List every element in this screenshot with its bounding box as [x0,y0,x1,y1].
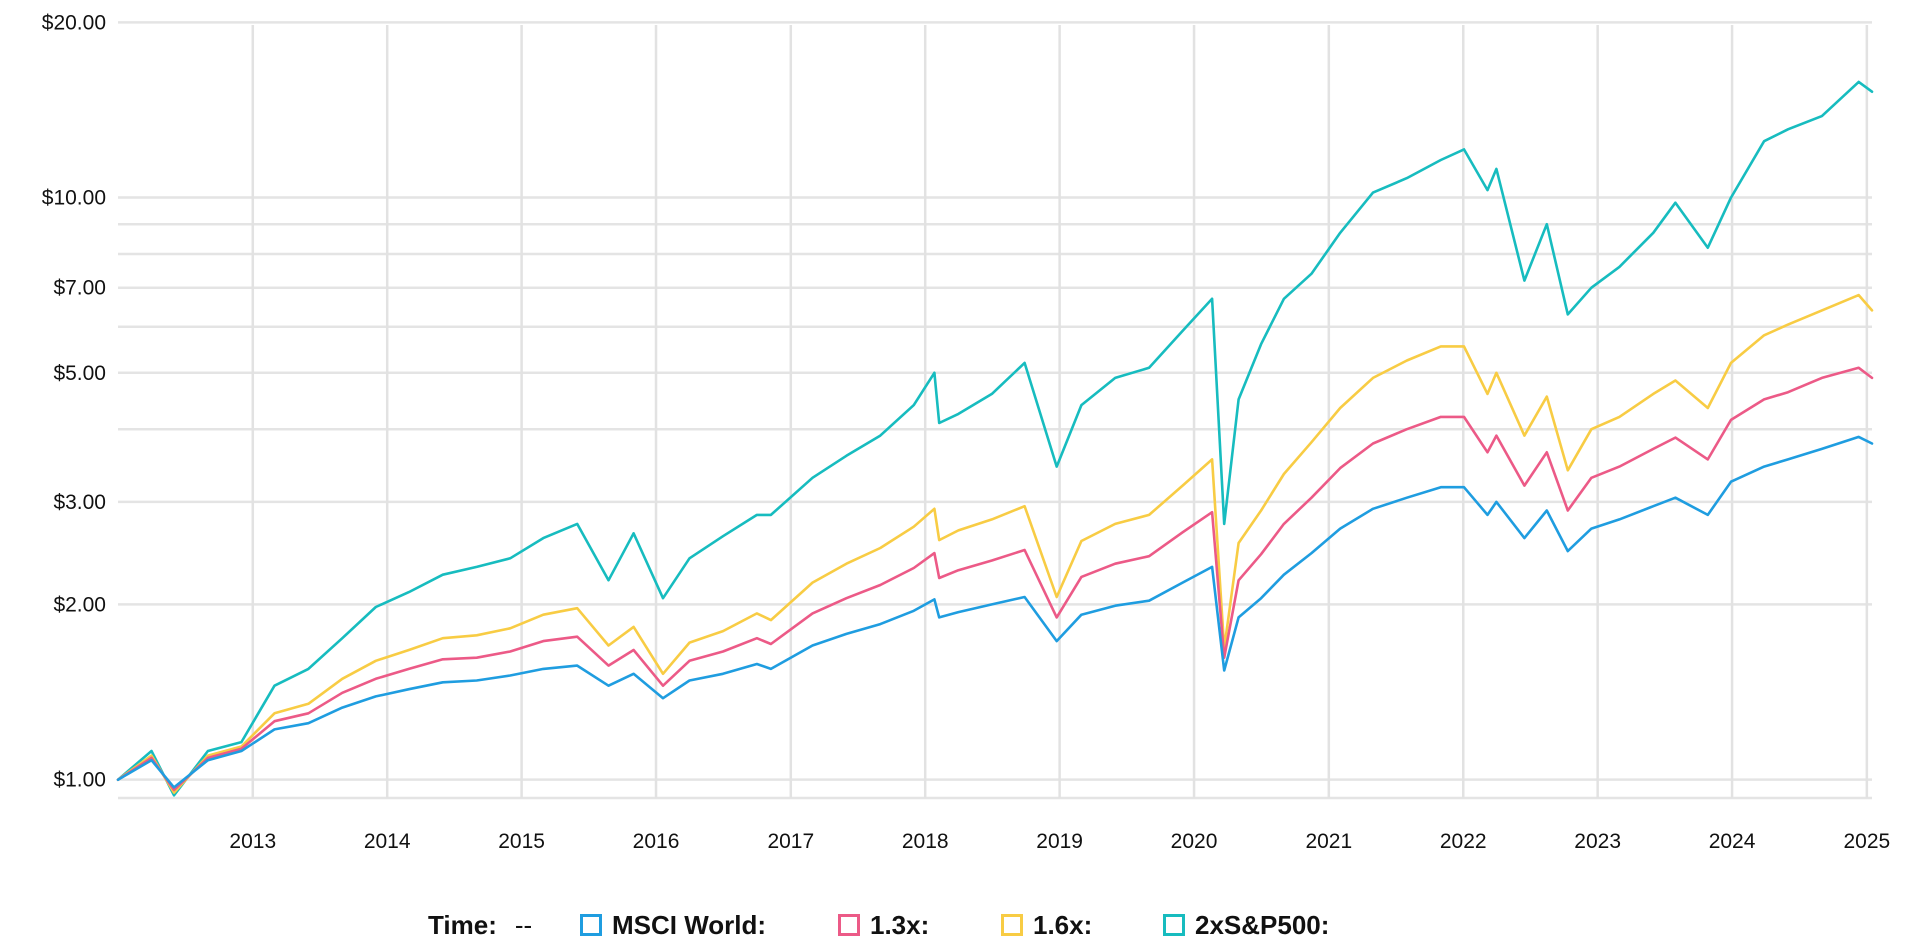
legend-item-1-3x[interactable]: 1.3x: [838,905,929,945]
x-tick-label: 2019 [1036,830,1083,853]
series-line-0 [116,435,1874,789]
x-tick-label: 2024 [1709,830,1756,853]
x-tick-label: 2023 [1574,830,1621,853]
legend-label-1-3x: 1.3x: [870,909,930,940]
x-tick-label: 2025 [1843,830,1890,853]
y-tick-label: $20.00 [42,11,106,34]
y-tick-label: $7.00 [53,277,106,300]
legend-item-1-6x[interactable]: 1.6x: [1001,905,1092,945]
y-tick-label: $1.00 [53,769,106,792]
legend-label-2x-sp500: 2xS&P500: [1195,909,1330,940]
legend-swatch-1-6x [1001,914,1023,936]
legend-swatch-msci-world [580,914,602,936]
series-line-3 [116,80,1874,797]
y-axis-ticks: $1.00 $2.00 $3.00 $5.00 $7.00 $10.00 $20.00 [42,11,106,791]
legend-time: Time: -- [428,905,532,945]
x-tick-label: 2021 [1305,830,1352,853]
legend: Time: -- MSCI World: 1.3x: 1.6x: 2xS&P50… [0,905,1909,945]
legend-time-label: Time: [428,909,497,940]
x-tick-label: 2013 [229,830,276,853]
gridlines [118,21,1872,800]
line-chart: $1.00 $2.00 $3.00 $5.00 $7.00 $10.00 $20.00 20… [42,11,1890,853]
y-tick-label: $10.00 [42,187,106,210]
legend-item-msci-world[interactable]: MSCI World: [580,905,766,945]
y-tick-label: $3.00 [53,491,106,514]
legend-label-1-6x: 1.6x: [1033,909,1093,940]
y-tick-label: $2.00 [53,593,106,616]
legend-item-2x-sp500[interactable]: 2xS&P500: [1163,905,1329,945]
x-tick-label: 2016 [633,830,680,853]
legend-label-msci-world: MSCI World: [612,909,767,940]
x-tick-label: 2020 [1171,830,1218,853]
legend-swatch-1-3x [838,914,860,936]
x-tick-label: 2022 [1440,830,1487,853]
x-tick-label: 2014 [364,830,411,853]
x-axis-ticks: 2013 2014 2015 2016 2017 2018 2019 2020 2021 2022… [229,830,1890,853]
y-tick-label: $5.00 [53,362,106,385]
series-line-1 [116,366,1874,792]
series-line-2 [116,293,1874,794]
x-tick-label: 2018 [902,830,949,853]
x-tick-label: 2017 [767,830,814,853]
legend-time-value: -- [514,909,533,940]
legend-swatch-2x-sp500 [1163,914,1185,936]
series-lines [116,80,1874,797]
x-tick-label: 2015 [498,830,545,853]
